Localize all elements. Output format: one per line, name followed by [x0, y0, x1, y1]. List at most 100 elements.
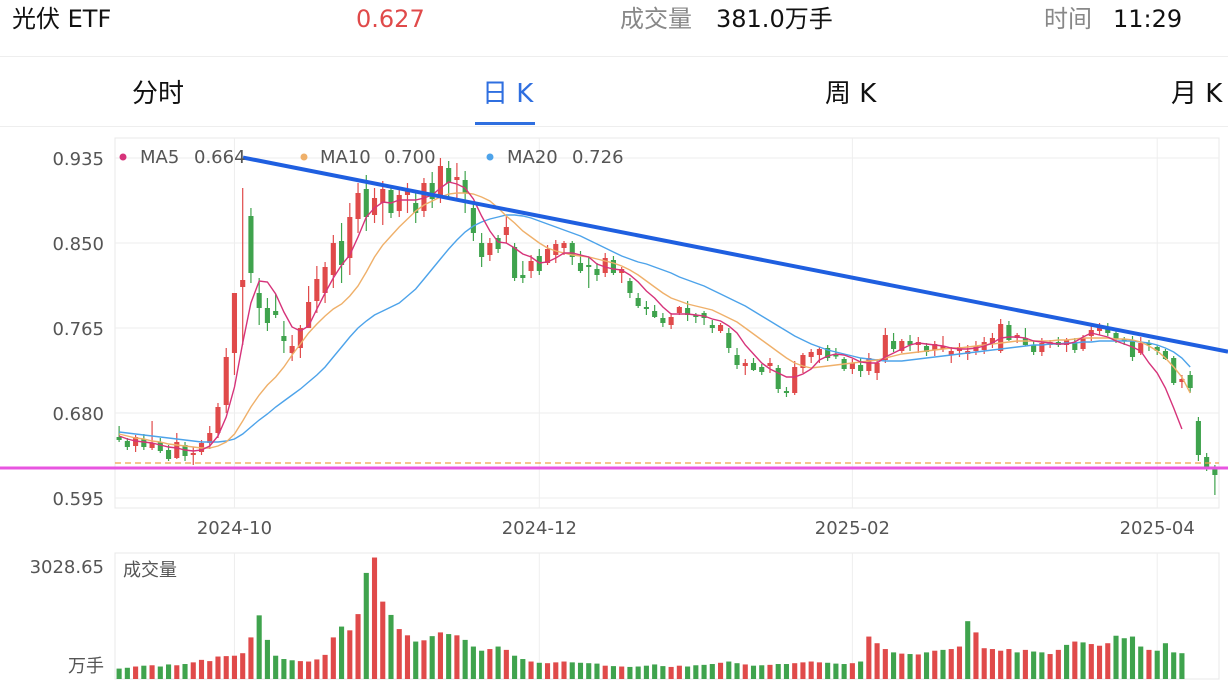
candle-up — [330, 243, 336, 275]
tab-daily-k[interactable]: 日 K — [482, 79, 534, 109]
tab-weekly-k[interactable]: 周 K — [825, 79, 877, 109]
time-label: 时间 — [1044, 5, 1092, 33]
volume-bar — [273, 655, 279, 679]
price-axis: 0.935 0.850 0.765 0.680 0.595 — [52, 149, 104, 510]
ma20-line — [119, 214, 1191, 443]
date-tick-label: 2024-10 — [197, 518, 272, 539]
candle-up — [503, 227, 509, 235]
candle-down — [1154, 347, 1160, 351]
volume-bar — [437, 632, 443, 679]
candle-down — [643, 307, 649, 309]
candle-up — [767, 363, 773, 366]
candle-up — [717, 325, 724, 331]
volume-bar — [297, 661, 303, 679]
candle-down — [709, 325, 715, 328]
candle-down — [1129, 341, 1136, 357]
volume-bar — [858, 661, 864, 679]
candle-up — [322, 267, 328, 293]
volume-bar — [396, 629, 402, 679]
volume-bar — [750, 665, 757, 679]
volume-bar — [759, 665, 765, 679]
date-tick-label: 2025-04 — [1120, 518, 1195, 539]
candle-down — [577, 263, 584, 271]
volume-bar — [1080, 642, 1086, 679]
volume-bar — [1088, 644, 1094, 679]
volume-bars — [116, 557, 1185, 679]
candle-up — [149, 443, 155, 448]
candle-up — [396, 195, 402, 211]
volume-bar — [240, 653, 246, 679]
volume-bar — [948, 649, 954, 679]
candle-down — [783, 391, 790, 393]
volume-bar — [841, 664, 847, 679]
candle-up — [437, 166, 443, 198]
volume-max-label: 3028.65 — [30, 557, 104, 578]
candle-down — [775, 368, 781, 389]
candle-down — [339, 241, 345, 265]
volume-bar — [330, 637, 336, 679]
candle-down — [429, 183, 435, 199]
tab-intraday[interactable]: 分时 — [132, 79, 185, 109]
candle-up — [1080, 338, 1086, 349]
candle-up — [487, 243, 493, 255]
candle-up — [231, 293, 238, 353]
volume-bar — [816, 662, 822, 679]
candle-down — [750, 363, 757, 370]
volume-bar — [553, 662, 559, 679]
volume-bar — [915, 654, 921, 679]
candle-up — [347, 217, 353, 258]
candle-down — [1121, 339, 1127, 341]
candle-up — [1179, 379, 1185, 382]
candlesticks — [116, 158, 1218, 495]
candle-up — [207, 433, 213, 443]
candle-down — [520, 275, 526, 278]
candle-down — [1113, 333, 1119, 339]
volume-bar — [446, 634, 452, 679]
volume-bar — [594, 663, 600, 679]
volume-bar — [1096, 645, 1103, 679]
candle-up — [544, 249, 551, 263]
candle-up — [899, 341, 905, 351]
volume-bar — [1179, 653, 1185, 679]
volume-bar — [528, 661, 534, 679]
candle-down — [512, 247, 518, 278]
volume-bar — [767, 664, 773, 679]
candle-down — [1031, 345, 1037, 352]
volume-bar — [932, 650, 938, 679]
chart-grid — [114, 137, 1220, 509]
volume-bar — [470, 646, 476, 679]
candle-down — [923, 346, 930, 352]
downtrend-line — [242, 155, 1228, 354]
volume-bar — [1162, 643, 1169, 679]
candle-up — [602, 258, 608, 273]
volume-bar — [1014, 652, 1020, 679]
volume-bar — [833, 663, 839, 679]
volume-bar — [165, 664, 172, 679]
volume-bar — [281, 659, 287, 679]
candle-down — [157, 442, 163, 451]
volume-bar — [223, 656, 229, 679]
volume-bar — [783, 664, 790, 679]
candle-down — [462, 180, 468, 193]
candle-up — [1039, 343, 1045, 352]
volume-bar — [248, 637, 254, 679]
ma5-legend-dot — [119, 153, 127, 161]
ma10-legend-dot — [300, 153, 308, 161]
header-divider — [0, 56, 1228, 57]
candle-down — [1072, 342, 1078, 350]
volume-bar — [207, 661, 213, 679]
tab-monthly-k[interactable]: 月 K — [1171, 79, 1223, 109]
volume-bar — [602, 665, 608, 679]
volume-bar — [1039, 652, 1045, 679]
candle-up — [306, 302, 312, 328]
candle-down — [446, 168, 452, 183]
candle-down — [256, 293, 262, 308]
volume-bar — [1105, 643, 1111, 679]
candle-down — [1204, 457, 1210, 467]
volume-bar — [726, 661, 732, 679]
volume-bar — [907, 654, 913, 679]
candle-up — [989, 338, 995, 343]
candle-down — [1146, 343, 1152, 345]
volume-bar — [891, 652, 897, 679]
